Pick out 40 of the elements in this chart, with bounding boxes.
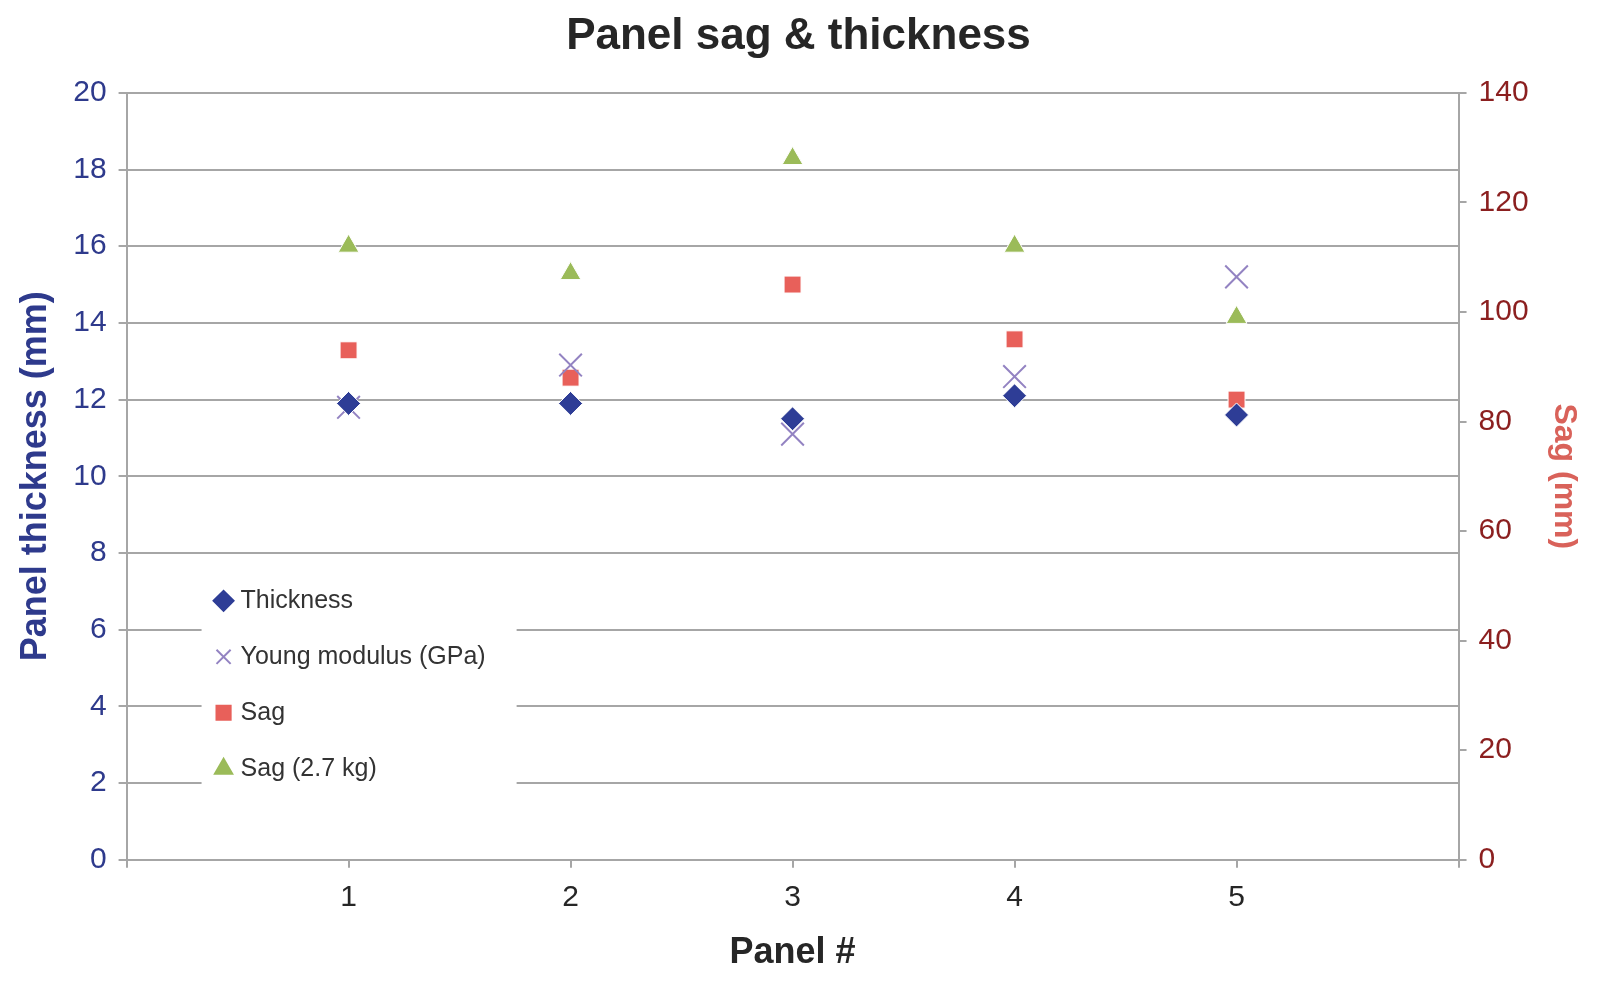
legend-label: Thickness [240,584,354,613]
point [1224,402,1250,428]
y-tick-label: 12 [73,380,107,414]
y-tick-label: 0 [89,841,107,875]
x-tick-label: 5 [1228,879,1245,913]
y-tick-label: 8 [89,534,107,568]
point [780,406,806,432]
legend-label: Young modulus (GPa) [240,640,486,669]
y-tick-label: 6 [89,610,107,644]
y2-tick-label: 120 [1478,183,1529,217]
legend-label: Sag (2.7 kg) [240,752,377,781]
y-tick-label: 20 [73,74,107,108]
point [1002,364,1027,389]
point [558,390,584,416]
y2-tick-label: 80 [1478,402,1512,436]
x-tick-label: 3 [784,879,801,913]
y2-tick-label: 20 [1478,731,1512,765]
y2-tick-label: 140 [1478,74,1529,108]
x-tick-label: 1 [340,879,357,913]
point [1002,383,1028,409]
y2-tick-label: 100 [1478,293,1529,327]
y-tick-label: 18 [73,150,107,184]
point [780,421,805,447]
y2-axis-title: Sag (mm) [1547,403,1584,550]
y2-tick-label: 60 [1478,512,1512,546]
point [1224,264,1249,290]
chart-title: Panel sag & thickness [566,8,1031,58]
y-axis-title: Panel thickness (mm) [12,291,54,662]
y-tick-label: 14 [73,304,107,338]
x-axis-title: Panel # [729,930,856,972]
y2-tick-label: 0 [1478,841,1496,875]
x-tick-label: 4 [1006,879,1023,913]
y2-tick-label: 40 [1478,621,1512,655]
y-tick-label: 2 [89,764,107,798]
x-tick-label: 2 [562,879,579,913]
y-tick-label: 16 [73,227,107,261]
point [558,352,583,378]
y-tick-label: 10 [73,457,107,491]
legend-label: Sag [240,696,286,725]
y-tick-label: 4 [89,687,107,721]
